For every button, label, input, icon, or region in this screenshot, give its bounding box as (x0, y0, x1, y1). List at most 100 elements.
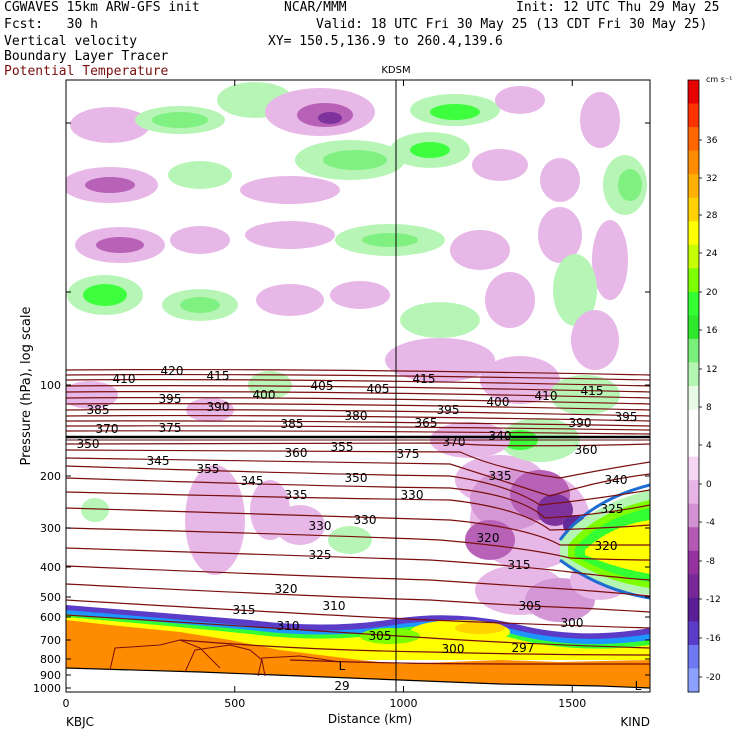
theta-label: 420 (161, 364, 184, 378)
colorbar-swatch (688, 150, 699, 175)
theta-label: 310 (277, 619, 300, 633)
theta-label: 405 (367, 382, 390, 396)
theta-label: 410 (113, 372, 136, 386)
y-tick-label: 200 (40, 470, 61, 483)
colorbar-frame (687, 79, 700, 693)
theta-label: 395 (615, 410, 638, 424)
colorbar-label: 32 (706, 174, 717, 184)
theta-label-group: 410 420 415 405 405 415 410 415 385 395 390 400 400 3… (77, 364, 642, 693)
y-tick-label: 500 (40, 591, 61, 604)
theta-label: 320 (275, 582, 298, 596)
theta-label: 410 (535, 389, 558, 403)
theta-label: 385 (87, 403, 110, 417)
colorbar-label: 16 (706, 326, 718, 336)
x-tick-label: 0 (63, 697, 70, 710)
colorbar-swatch (688, 409, 699, 434)
theta-label: 325 (601, 502, 624, 516)
theta-label: 375 (159, 421, 182, 435)
colorbar-label: -4 (706, 518, 715, 528)
theta-label: 320 (477, 531, 500, 545)
theta-label: 300 (561, 616, 584, 630)
field-vertical-velocity: Vertical velocity (4, 34, 138, 49)
theta-label: 345 (241, 474, 264, 488)
theta-label: 360 (285, 446, 308, 460)
theta-label: 350 (77, 437, 100, 451)
theta-label: 335 (489, 469, 512, 483)
theta-label: 375 (397, 447, 420, 461)
colorbar-swatch (688, 127, 699, 152)
theta-label: 335 (285, 488, 308, 502)
colorbar-label: -20 (706, 673, 721, 683)
theta-label: 330 (401, 488, 424, 502)
colorbar-swatch (688, 644, 699, 669)
y-tick-label: 400 (40, 561, 61, 574)
colorbar-swatch (688, 315, 699, 340)
colorbar-swatch (688, 103, 699, 128)
colorbar: 36 32 28 24 20 16 12 8 4 0 -4 -8 -12 -16 -20 (687, 79, 721, 693)
theta-label: 29 (334, 679, 349, 693)
theta-label: 310 (323, 599, 346, 613)
colorbar-swatch (688, 550, 699, 575)
colorbar-swatch (688, 456, 699, 481)
theta-label: 340 (605, 473, 628, 487)
colorbar-swatch (688, 221, 699, 246)
top-marker-label: KDSM (381, 65, 410, 76)
theta-label: 370 (96, 422, 119, 436)
theta-contours (66, 368, 650, 665)
theta-label: 405 (311, 379, 334, 393)
colorbar-swatch (688, 291, 699, 316)
y-tick-label: 800 (40, 653, 61, 666)
theta-label: 340 (489, 429, 512, 443)
theta-label: 395 (159, 392, 182, 406)
model-title: CGWAVES 15km ARW-GFS init (4, 0, 200, 15)
theta-label: 305 (369, 629, 392, 643)
theta-label: 320 (595, 539, 618, 553)
theta-label: 330 (354, 513, 377, 527)
theta-label: L (635, 679, 642, 693)
colorbar-swatch (688, 668, 699, 693)
colorbar-swatch (688, 244, 699, 269)
theta-label: 370 (443, 435, 466, 449)
theta-label: 400 (487, 395, 510, 409)
x-axis: 0 500 1000 1500 (63, 80, 586, 710)
colorbar-label: 0 (706, 480, 712, 490)
theta-label: 415 (207, 369, 230, 383)
xy-endpoints: XY= 150.5,136.9 to 260.4,139.6 (268, 34, 503, 49)
colorbar-label: -16 (706, 634, 721, 644)
theta-label: 350 (345, 471, 368, 485)
theta-label: 330 (309, 519, 332, 533)
theta-label: 345 (147, 454, 170, 468)
theta-label: 365 (415, 416, 438, 430)
y-tick-label: 100 (40, 379, 61, 392)
colorbar-label: 8 (706, 403, 712, 413)
theta-label: 300 (442, 642, 465, 656)
theta-label: 315 (508, 558, 531, 572)
theta-label: 390 (569, 416, 592, 430)
colorbar-swatch (688, 433, 699, 458)
colorbar-label: 12 (706, 365, 717, 375)
colorbar-label: -8 (706, 557, 715, 567)
theta-label: 390 (207, 400, 230, 414)
x-axis-label: Distance (km) (328, 712, 412, 726)
plot-frame (65, 79, 651, 693)
x-tick-label: 1500 (558, 697, 586, 710)
y-tick-label: 600 (40, 611, 61, 624)
x-tick-label: 1000 (390, 697, 418, 710)
theta-label: 415 (413, 372, 436, 386)
y-tick-label: 700 (40, 634, 61, 647)
valid-time: Valid: 18 UTC Fri 30 May 25 (13 CDT Fri … (316, 17, 708, 32)
init-time: Init: 12 UTC Thu 29 May 25 (516, 0, 720, 15)
colorbar-swatch (688, 597, 699, 622)
theta-label: 400 (253, 388, 276, 402)
colorbar-label: 20 (706, 288, 718, 298)
colorbar-label: 24 (706, 249, 718, 259)
theta-label: 380 (345, 409, 368, 423)
y-axis-label: Pressure (hPa), log scale (19, 307, 34, 466)
theta-label: 385 (281, 417, 304, 431)
colorbar-label: 28 (706, 211, 718, 221)
y-tick-label: 900 (40, 669, 61, 682)
colorbar-swatch (688, 197, 699, 222)
theta-label: 315 (233, 603, 256, 617)
theta-label: L (339, 659, 346, 673)
